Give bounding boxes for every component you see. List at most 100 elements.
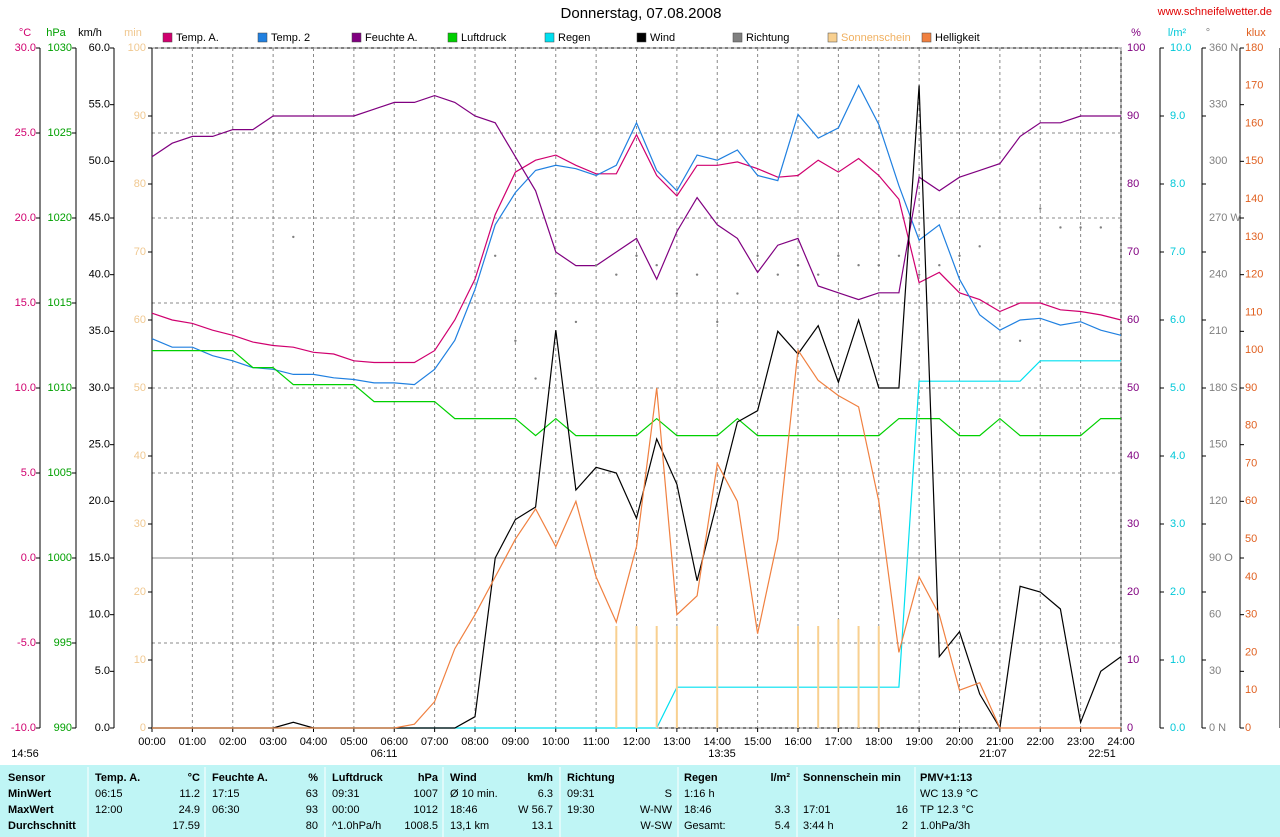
table-cell: 24.9 bbox=[179, 804, 200, 816]
y-tick-label: 0.0 bbox=[1170, 722, 1185, 734]
y-tick-label: 40 bbox=[1127, 450, 1139, 462]
table-cell: 13,1 km bbox=[450, 820, 489, 832]
y-tick-label: 0 bbox=[140, 722, 146, 734]
y-tick-label: 25.0 bbox=[89, 439, 110, 451]
y-tick-label: -5.0 bbox=[17, 637, 36, 649]
y-tick-label: 15.0 bbox=[89, 552, 110, 564]
y-tick-label: 80 bbox=[134, 178, 146, 190]
y-tick-label: 5.0 bbox=[95, 665, 110, 677]
table-cell: 1.0hPa/3h bbox=[920, 820, 970, 832]
direction-dot bbox=[554, 292, 557, 295]
table-cell: 06:30 bbox=[212, 804, 240, 816]
table-cell: 19:30 bbox=[567, 804, 595, 816]
table-cell: 11.2 bbox=[179, 788, 200, 800]
y-tick-label: 15.0 bbox=[15, 297, 36, 309]
table-cell: Luftdruck bbox=[332, 772, 384, 784]
y-tick-label: 80 bbox=[1245, 420, 1257, 432]
y-tick-label: 30 bbox=[134, 518, 146, 530]
x-tick-label: 23:00 bbox=[1067, 736, 1095, 748]
y-tick-label: 8.0 bbox=[1170, 178, 1185, 190]
y-tick-label: 1.0 bbox=[1170, 654, 1185, 666]
y-tick-label: 150 bbox=[1209, 439, 1227, 451]
table-cell: 17:15 bbox=[212, 788, 240, 800]
x-tick-label: 16:00 bbox=[784, 736, 812, 748]
x-tick-label: 00:00 bbox=[138, 736, 166, 748]
table-cell: Gesamt: bbox=[684, 820, 726, 832]
x-tick-label: 03:00 bbox=[259, 736, 287, 748]
y-tick-label: 60 bbox=[1245, 495, 1257, 507]
legend-label: Helligkeit bbox=[935, 32, 980, 44]
y-tick-label: 20 bbox=[1127, 586, 1139, 598]
table-cell: 06:15 bbox=[95, 788, 123, 800]
axis-unit: ° bbox=[1206, 27, 1210, 39]
table-cell: WC 13.9 °C bbox=[920, 788, 978, 800]
y-tick-label: 0 bbox=[1127, 722, 1133, 734]
y-tick-label: 40 bbox=[1245, 571, 1257, 583]
x-tick-label: 20:00 bbox=[946, 736, 974, 748]
y-tick-label: 10 bbox=[1245, 684, 1257, 696]
table-cell: 1007 bbox=[414, 788, 438, 800]
x-tick-label: 05:00 bbox=[340, 736, 368, 748]
time-annotation: 06:11 bbox=[371, 748, 398, 760]
y-tick-label: 20.0 bbox=[15, 212, 36, 224]
table-bg bbox=[0, 765, 1280, 837]
direction-dot bbox=[857, 264, 860, 267]
legend-label: Sonnenschein bbox=[841, 32, 911, 44]
y-tick-label: 1015 bbox=[48, 297, 72, 309]
y-tick-label: 180 bbox=[1245, 42, 1263, 54]
direction-dot bbox=[897, 254, 901, 257]
source: www.schneifelwetter.de bbox=[1157, 6, 1272, 18]
table: Sensor Temp. A. °C Feuchte A.% Luftdruck hPa W… bbox=[8, 767, 978, 837]
legend-label: Feuchte A. bbox=[365, 32, 418, 44]
table-cell: 1008.5 bbox=[404, 820, 438, 832]
y-tick-label: 4.0 bbox=[1170, 450, 1185, 462]
time-annotation: 14:56 bbox=[11, 748, 39, 760]
y-tick-label: 40.0 bbox=[89, 269, 110, 281]
legend-label: Wind bbox=[650, 32, 675, 44]
direction-dot bbox=[675, 292, 679, 295]
x-tick-label: 13:00 bbox=[663, 736, 691, 748]
y-tick-label: 100 bbox=[128, 42, 146, 54]
y-tick-label: 100 bbox=[1127, 42, 1145, 54]
direction-dot bbox=[615, 273, 618, 276]
x-tick-label: 09:00 bbox=[502, 736, 530, 748]
x-tick-label: 14:00 bbox=[703, 736, 731, 748]
x-tick-label: 24:00 bbox=[1107, 736, 1135, 748]
table-cell: 80 bbox=[306, 820, 318, 832]
table-cell: TP 12.3 °C bbox=[920, 804, 974, 816]
table-cell: W-NW bbox=[640, 804, 673, 816]
series-line bbox=[151, 133, 1122, 364]
table-cell: 17:01 bbox=[803, 804, 831, 816]
y-tick-label: 90 O bbox=[1209, 552, 1233, 564]
table-cell: Temp. A. bbox=[95, 772, 140, 784]
x-tick-label: 02:00 bbox=[219, 736, 247, 748]
y-tick-label: 2.0 bbox=[1170, 586, 1185, 598]
table-cell: Richtung bbox=[567, 772, 615, 784]
y-tick-label: 995 bbox=[54, 637, 72, 649]
legend-swatch bbox=[257, 32, 268, 43]
table-cell: 93 bbox=[306, 804, 318, 816]
direction-dot bbox=[816, 273, 820, 276]
direction-dot bbox=[695, 273, 699, 276]
y-tick-label: 60.0 bbox=[89, 42, 110, 54]
table-cell: 5.4 bbox=[775, 820, 790, 832]
y-tick-label: 6.0 bbox=[1170, 314, 1185, 326]
y-tick-label: 5.0 bbox=[21, 467, 36, 479]
y-tick-label: 210 bbox=[1209, 325, 1227, 337]
table-cell: Wind bbox=[450, 772, 477, 784]
y-tick-label: 20 bbox=[134, 586, 146, 598]
table-cell: l/m² bbox=[770, 772, 790, 784]
time-annotation: 22:51 bbox=[1088, 748, 1116, 760]
direction-dot bbox=[877, 264, 880, 267]
y-tick-label: 360 N bbox=[1209, 42, 1238, 54]
table-cell: MaxWert bbox=[8, 804, 54, 816]
y-tick-label: 120 bbox=[1245, 269, 1263, 281]
y-tick-label: 90 bbox=[1245, 382, 1257, 394]
y-tick-label: 10.0 bbox=[1170, 42, 1191, 54]
table-cell: 3:44 h bbox=[803, 820, 834, 832]
legend-label: Temp. A. bbox=[176, 32, 219, 44]
series-line bbox=[151, 94, 1121, 301]
y-tick-label: 9.0 bbox=[1170, 110, 1185, 122]
y-tick-label: 60 bbox=[1209, 609, 1221, 621]
x-tick-label: 10:00 bbox=[542, 736, 570, 748]
